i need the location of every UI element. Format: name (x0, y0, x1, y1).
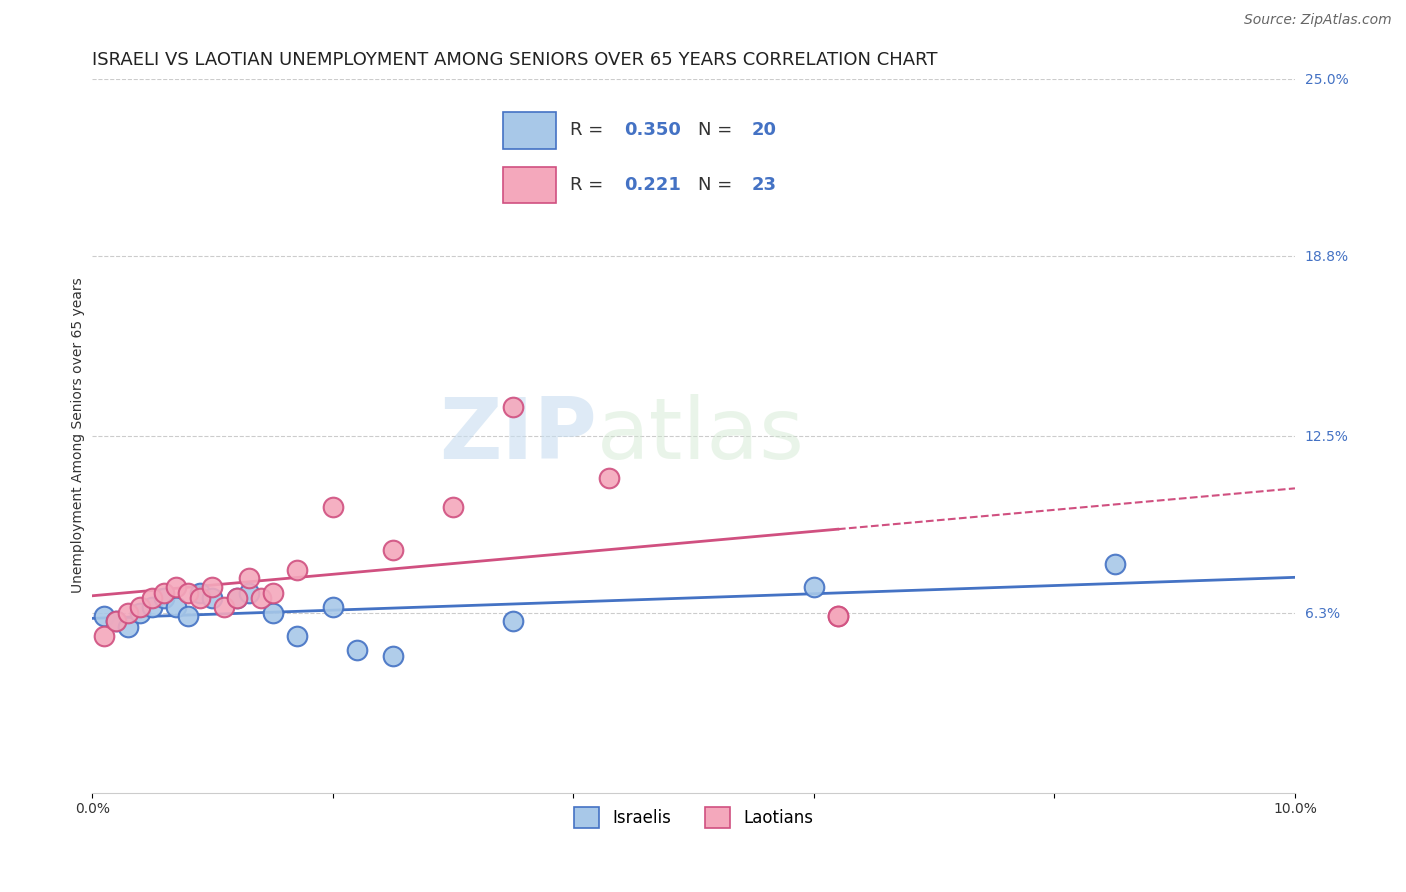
Point (177, 585, 200, 599)
Point (190, 591, 212, 606)
Point (129, 606, 152, 620)
Point (117, 606, 139, 620)
Point (153, 591, 176, 606)
Point (190, 585, 212, 599)
Point (201, 580, 224, 594)
Point (1104, 557, 1126, 571)
Point (141, 599, 163, 614)
Point (177, 608, 200, 623)
Point (201, 591, 224, 606)
Point (93, 608, 115, 623)
Point (262, 585, 284, 599)
Point (141, 591, 163, 606)
Point (262, 606, 284, 620)
Point (249, 591, 271, 606)
Point (238, 571, 260, 585)
Point (129, 599, 152, 614)
Point (502, 400, 524, 414)
Point (598, 471, 620, 485)
Point (346, 643, 368, 657)
Point (105, 614, 128, 628)
Legend: Israelis, Laotians: Israelis, Laotians (568, 801, 820, 834)
Point (105, 614, 128, 628)
Y-axis label: Unemployment Among Seniors over 65 years: Unemployment Among Seniors over 65 years (72, 277, 86, 593)
Point (153, 585, 176, 599)
Point (238, 585, 260, 599)
Point (803, 580, 825, 594)
Point (93, 629, 115, 643)
Text: ISRAELI VS LAOTIAN UNEMPLOYMENT AMONG SENIORS OVER 65 YEARS CORRELATION CHART: ISRAELI VS LAOTIAN UNEMPLOYMENT AMONG SE… (93, 51, 938, 69)
Point (322, 500, 344, 514)
Point (322, 599, 344, 614)
Point (165, 580, 187, 594)
Point (225, 591, 247, 606)
Point (381, 648, 404, 663)
Point (117, 620, 139, 634)
Point (165, 599, 187, 614)
Text: ZIP: ZIP (440, 394, 598, 477)
Point (285, 563, 308, 577)
Point (827, 608, 849, 623)
Point (285, 629, 308, 643)
Point (827, 608, 849, 623)
Point (381, 542, 404, 557)
Point (441, 500, 464, 514)
Point (225, 591, 247, 606)
Text: Source: ZipAtlas.com: Source: ZipAtlas.com (1244, 13, 1392, 28)
Text: atlas: atlas (598, 394, 806, 477)
Point (214, 599, 236, 614)
Point (502, 614, 524, 628)
